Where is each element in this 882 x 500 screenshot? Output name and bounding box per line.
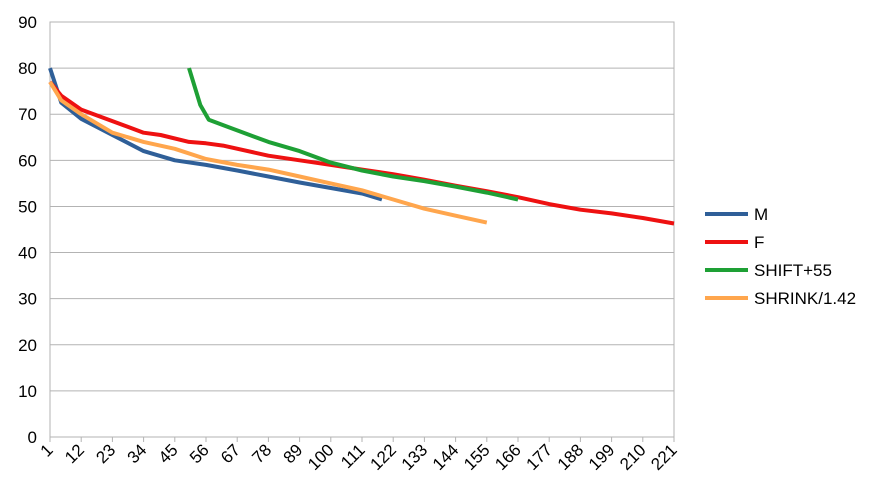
y-tick-label: 70: [18, 105, 37, 124]
x-tick-label: 100: [304, 440, 337, 473]
y-tick-label: 40: [18, 244, 37, 263]
x-tick-label: 155: [460, 440, 493, 473]
x-tick-label: 34: [124, 440, 151, 467]
y-tick-label: 80: [18, 59, 37, 78]
x-tick-label: 111: [337, 440, 369, 472]
x-tick-label: 133: [398, 440, 431, 473]
x-tick-label: 78: [248, 440, 275, 467]
x-tick-label: 166: [491, 440, 524, 473]
x-tick-label: 12: [61, 440, 88, 467]
legend-label: SHRINK/1.42: [754, 289, 856, 308]
x-tick-label: 23: [92, 440, 119, 467]
x-tick-label: 122: [367, 440, 400, 473]
y-tick-label: 30: [18, 290, 37, 309]
x-tick-label: 177: [523, 440, 556, 473]
series-line: [48, 80, 488, 225]
x-tick-label: 210: [616, 440, 649, 473]
y-tick-label: 60: [18, 151, 37, 170]
series-line: [187, 67, 519, 202]
series-line: [48, 67, 383, 202]
plot-area: [49, 21, 675, 438]
series-line: [48, 80, 675, 226]
legend-label: F: [754, 233, 764, 252]
y-tick-label: 10: [18, 382, 37, 401]
x-tick-label: 1: [37, 440, 57, 460]
x-tick-label: 89: [280, 440, 307, 467]
legend-label: SHIFT+55: [754, 261, 832, 280]
x-tick-label: 144: [429, 440, 462, 473]
y-tick-label: 20: [18, 336, 37, 355]
x-tick-label: 67: [217, 440, 244, 467]
y-tick-label: 50: [18, 197, 37, 216]
y-tick-label: 0: [28, 428, 37, 447]
legend-label: M: [754, 205, 768, 224]
x-tick-label: 45: [155, 440, 182, 467]
y-tick-label: 90: [18, 13, 37, 32]
x-tick-label: 199: [585, 440, 618, 473]
x-tick-label: 56: [186, 440, 213, 467]
x-tick-label: 221: [647, 440, 680, 473]
x-tick-label: 188: [554, 440, 587, 473]
